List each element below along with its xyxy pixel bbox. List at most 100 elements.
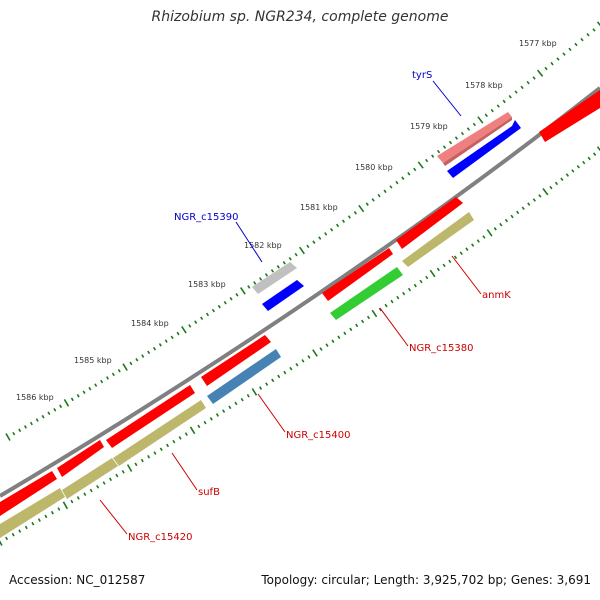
scale-label-1584: 1584 kbp	[131, 319, 169, 328]
inner-tick	[0, 540, 3, 546]
gene-red-mid[interactable]	[322, 248, 393, 301]
gene-NGR_c15390[interactable]	[252, 262, 297, 294]
inner-tick	[587, 156, 591, 161]
gene-olive-edge[interactable]	[0, 488, 65, 538]
leader-NGR_c15420	[99, 499, 128, 535]
outer-tick	[389, 185, 393, 189]
gene-anmK-red[interactable]	[396, 197, 463, 249]
inner-tick	[319, 347, 323, 351]
inner-tick	[419, 279, 423, 284]
outer-tick	[460, 131, 465, 136]
outer-tick	[568, 47, 572, 52]
gene-NGR_c15390-strand[interactable]	[262, 280, 304, 311]
gene-red-sufB[interactable]	[106, 385, 195, 448]
outer-tick	[596, 21, 600, 27]
outer-tick	[341, 219, 346, 224]
scale-label-1581: 1581 kbp	[300, 203, 338, 212]
inner-tick	[50, 510, 54, 515]
outer-tick	[365, 202, 369, 206]
inner-tick	[172, 439, 176, 444]
gene-NGR_c15400[interactable]	[207, 349, 281, 404]
inner-tick	[576, 165, 580, 169]
label-tyrS: tyrS	[412, 70, 432, 81]
outer-tick	[417, 161, 424, 169]
outer-tick	[122, 363, 128, 371]
outer-tick	[544, 66, 548, 71]
outer-tick	[532, 76, 536, 80]
outer-tick	[592, 28, 596, 32]
inner-tick	[486, 229, 493, 237]
outer-tick	[407, 172, 411, 176]
inner-tick	[549, 185, 553, 190]
inner-tick	[407, 287, 412, 292]
outer-tick	[395, 180, 399, 185]
inner-tick	[413, 283, 417, 288]
leader-tyrS	[432, 80, 462, 117]
gene-red-edge[interactable]	[0, 471, 57, 516]
outer-tick-ring	[5, 21, 600, 441]
inner-tick	[44, 514, 48, 519]
leader-NGR_c15380	[379, 307, 409, 347]
inner-tick	[283, 370, 287, 375]
genome-title: Rhizobium sp. NGR234, complete genome	[151, 9, 449, 25]
inner-tick	[448, 259, 452, 264]
gene-NGR_c15380[interactable]	[330, 267, 403, 320]
outer-tick	[502, 99, 506, 104]
gene-anmK[interactable]	[402, 212, 474, 267]
inner-tick	[459, 251, 463, 256]
inner-tick	[371, 309, 378, 318]
outer-tick	[574, 42, 578, 47]
outer-tick	[82, 390, 86, 395]
inner-tick	[390, 299, 394, 304]
inner-tick	[331, 339, 335, 344]
gene-tyrS-strand[interactable]	[447, 120, 521, 178]
gene-red-left[interactable]	[57, 440, 104, 477]
inner-tick	[596, 146, 600, 152]
inner-tick	[134, 462, 138, 467]
outer-tick	[436, 149, 441, 154]
outer-tick	[12, 431, 16, 436]
inner-tick	[189, 426, 196, 435]
outer-tick	[347, 215, 351, 219]
inner-tick	[222, 409, 226, 413]
inner-tick	[234, 401, 238, 406]
outer-tick	[100, 379, 104, 384]
outer-tick	[264, 273, 269, 277]
inner-tick	[436, 267, 440, 272]
inner-tick	[76, 496, 80, 500]
outer-tick	[141, 354, 145, 358]
outer-tick	[536, 69, 544, 77]
outer-tick	[377, 193, 381, 198]
gene-olive-left[interactable]	[62, 458, 118, 499]
outer-tick	[383, 189, 387, 194]
inner-tick-ring	[0, 146, 600, 546]
outer-tick	[194, 320, 198, 324]
outer-tick	[41, 414, 45, 419]
outer-tick	[94, 383, 98, 387]
inner-tick	[121, 470, 125, 474]
scale-label-1582: 1582 kbp	[244, 241, 282, 250]
inner-tick	[343, 331, 347, 336]
outer-tick	[466, 127, 471, 131]
outer-tick	[312, 240, 316, 244]
inner-tick	[554, 181, 559, 186]
scale-label-1586: 1586 kbp	[16, 393, 54, 402]
outer-tick	[413, 167, 417, 172]
gene-tyrS[interactable]	[437, 112, 512, 166]
genome-summary: Topology: circular; Length: 3,925,702 bp…	[261, 573, 591, 587]
outer-tick	[205, 312, 210, 317]
outer-tick	[76, 394, 80, 398]
gene-sufB[interactable]	[113, 400, 206, 466]
outer-tick	[472, 122, 476, 127]
outer-tick	[299, 246, 305, 255]
outer-tick	[240, 287, 246, 295]
gene-red-lower[interactable]	[201, 335, 271, 386]
inner-tick	[102, 481, 106, 485]
outer-tick	[586, 33, 590, 37]
outer-tick	[35, 418, 39, 422]
gene-right-edge[interactable]	[539, 90, 600, 142]
accession-text: Accession: NC_012587	[9, 573, 146, 587]
outer-tick	[176, 331, 180, 336]
outer-tick	[24, 425, 27, 429]
